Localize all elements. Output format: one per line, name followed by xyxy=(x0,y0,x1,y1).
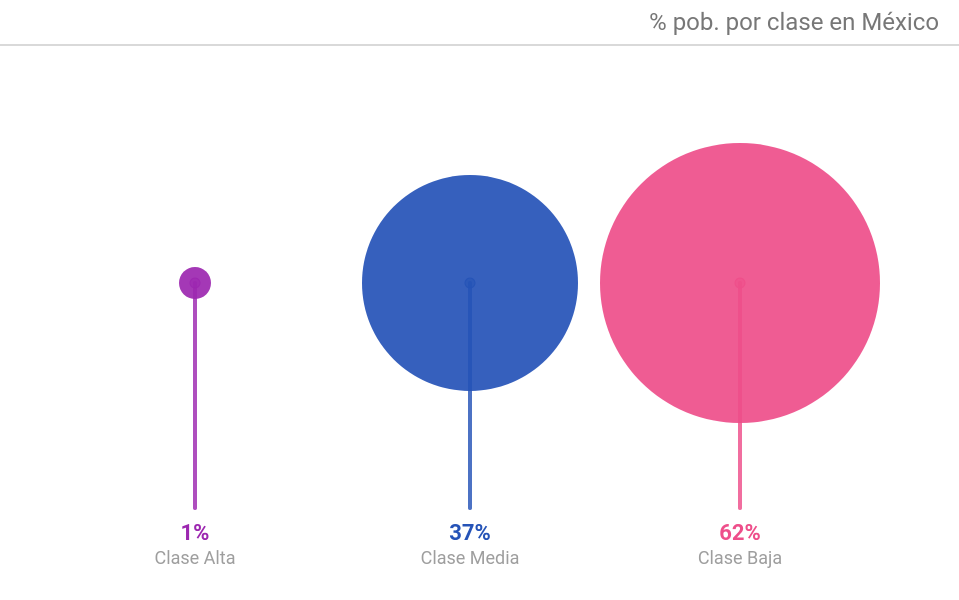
category-label-alta: Clase Alta xyxy=(155,548,236,569)
value-text-alta: 1% xyxy=(181,521,210,546)
pin-dot-alta xyxy=(190,278,200,288)
bubble-lollipop-baja: 62%Clase Baja xyxy=(600,143,880,569)
value-text-baja: 62% xyxy=(719,521,761,546)
bubble-lollipop-media: 37%Clase Media xyxy=(362,175,578,569)
category-label-baja: Clase Baja xyxy=(698,548,782,569)
value-text-media: 37% xyxy=(449,521,491,546)
bubble-lollipop-alta: 1%Clase Alta xyxy=(155,267,236,569)
pin-dot-baja xyxy=(735,278,745,288)
pin-dot-media xyxy=(465,278,475,288)
lollipop-bubble-chart: 1%Clase Alta37%Clase Media62%Clase Baja xyxy=(0,48,959,600)
chart-title-bar: % pob. por clase en México xyxy=(0,0,959,46)
chart-title: % pob. por clase en México xyxy=(649,8,939,36)
category-label-media: Clase Media xyxy=(421,548,520,569)
